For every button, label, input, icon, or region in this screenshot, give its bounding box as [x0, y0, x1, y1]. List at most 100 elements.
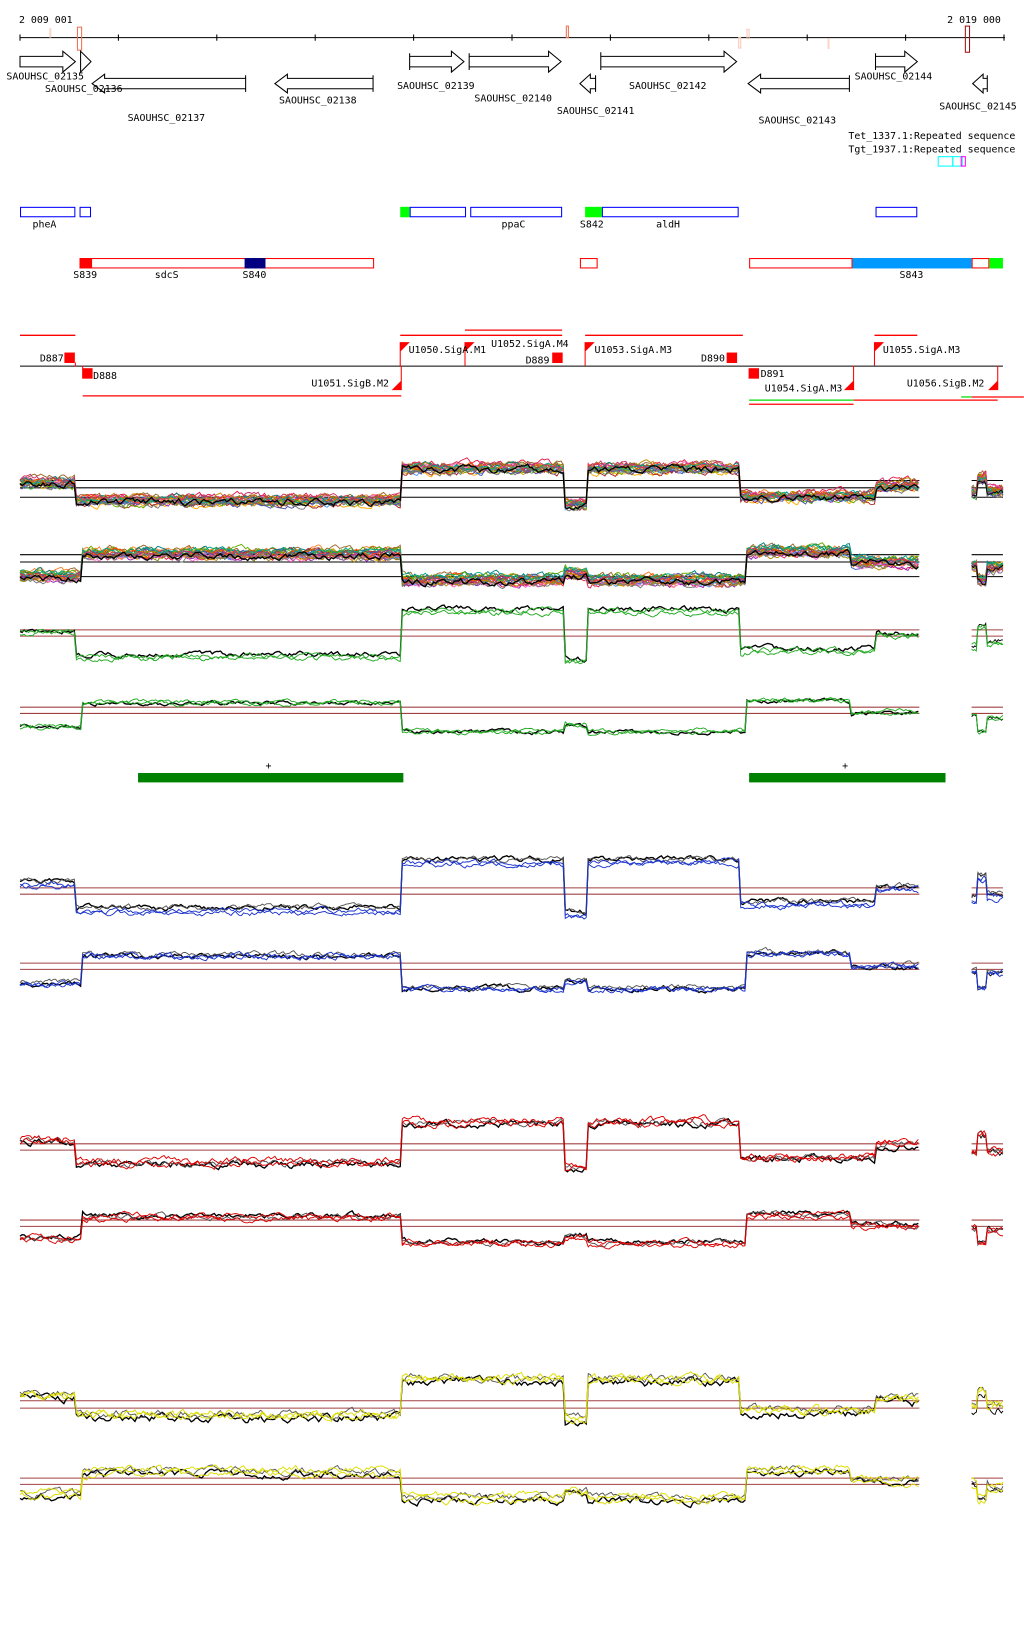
transcript-label: U1054.SigA.M3 [765, 384, 843, 395]
segment-bar[interactable] [138, 772, 404, 783]
promoter-flag[interactable] [464, 342, 475, 366]
feature-label: pheA [33, 220, 57, 231]
signal-line [19, 855, 919, 915]
expression-track[interactable] [19, 1464, 1004, 1509]
gene-label[interactable]: SAOUHSC_02136 [45, 84, 123, 95]
expression-track[interactable] [19, 697, 1004, 736]
gene-arrow-02140[interactable] [468, 50, 562, 74]
signal-line [19, 548, 919, 588]
segment-track: + + [138, 761, 946, 783]
plus-strand-feature-track: pheA ppaC S842 aldH [19, 206, 918, 231]
gene-arrow-02142[interactable] [600, 50, 738, 74]
repeat-label[interactable]: Tet_1337.1:Repeated sequence [848, 131, 1015, 142]
promoter-flag[interactable] [843, 365, 855, 391]
signal-line [19, 697, 919, 736]
feature-label: ppaC [502, 220, 526, 231]
terminator-marker[interactable] [748, 368, 760, 379]
signal-line-side [971, 1131, 1004, 1157]
gene-arrow-02135[interactable] [19, 50, 77, 74]
gene-label[interactable]: SAOUHSC_02144 [855, 71, 933, 82]
signal-line [19, 606, 919, 664]
feature-green-block[interactable] [989, 258, 1003, 269]
ruler-marker [827, 38, 830, 50]
segment-strand-label: + [842, 761, 848, 772]
feature-label: S843 [900, 270, 924, 281]
signal-line-side [971, 624, 1004, 647]
feature-start-red[interactable] [79, 258, 93, 269]
repeat-box[interactable] [960, 156, 966, 167]
ruler-marker [738, 37, 742, 49]
feature-box[interactable] [19, 206, 76, 218]
feature-start-green[interactable] [400, 206, 410, 218]
signal-line [19, 1117, 919, 1171]
gene-labels: SAOUHSC_02135 SAOUHSC_02136 SAOUHSC_0213… [6, 71, 1016, 126]
expression-track[interactable] [19, 1209, 1004, 1250]
expression-track[interactable] [19, 854, 1004, 920]
feature-box[interactable] [749, 258, 853, 269]
gene-label[interactable]: SAOUHSC_02145 [939, 102, 1017, 113]
transcript-label: D887 [40, 353, 64, 364]
signal-line [19, 550, 919, 590]
segment-bar[interactable] [749, 772, 946, 783]
feature-lightblue-block[interactable] [852, 258, 972, 269]
ruler-marker [49, 28, 52, 38]
gene-arrow-02141[interactable] [579, 72, 597, 95]
expression-track[interactable] [19, 604, 1004, 665]
feature-box[interactable] [79, 258, 375, 269]
promoter-flag[interactable] [391, 365, 402, 391]
expression-track[interactable] [19, 1371, 1004, 1427]
gene-label[interactable]: SAOUHSC_02135 [6, 71, 84, 82]
promoter-flag[interactable] [988, 365, 999, 391]
transcript-label: D888 [93, 371, 117, 382]
signal-line-side [971, 1386, 1004, 1410]
gene-label[interactable]: SAOUHSC_02142 [629, 81, 707, 92]
feature-box[interactable] [409, 206, 467, 218]
gene-label[interactable]: SAOUHSC_02137 [128, 113, 206, 124]
gene-label[interactable]: SAOUHSC_02143 [759, 115, 837, 126]
expression-track[interactable] [19, 457, 1004, 512]
repeat-box[interactable] [937, 156, 954, 167]
signal-line [19, 1464, 919, 1502]
feature-box[interactable] [971, 258, 990, 269]
signal-line [19, 1374, 919, 1427]
repeat-label[interactable]: Tgt_1937.1:Repeated sequence [848, 145, 1015, 156]
signal-line [19, 1117, 919, 1173]
feature-box[interactable] [875, 206, 918, 218]
signal-line-side [971, 876, 1004, 905]
promoter-flag[interactable] [873, 342, 885, 366]
gene-arrow-02139[interactable] [409, 50, 465, 74]
feature-start-green[interactable] [585, 206, 602, 218]
feature-box[interactable] [579, 258, 598, 269]
gene-label[interactable]: SAOUHSC_02140 [474, 93, 552, 104]
feature-box[interactable] [79, 206, 92, 218]
transcript-label: U1050.SigA.M1 [409, 345, 487, 356]
signal-line [19, 950, 919, 994]
gene-arrow-02143[interactable] [747, 73, 850, 95]
gene-arrow-02137[interactable] [91, 73, 247, 95]
gene-arrow-02136[interactable] [80, 49, 92, 74]
repeat-box[interactable] [952, 156, 963, 167]
expression-track[interactable] [19, 1114, 1004, 1173]
terminator-marker[interactable] [552, 352, 563, 363]
signal-line-side [971, 1476, 1004, 1497]
promoter-flag[interactable] [584, 342, 595, 366]
feature-navy-block[interactable] [244, 258, 266, 269]
terminator-marker[interactable] [82, 368, 93, 379]
ruler-end-label: 2 019 000 [947, 15, 1001, 26]
gene-arrow-02145[interactable] [971, 72, 988, 95]
signal-line-side [971, 713, 1004, 735]
gene-label[interactable]: SAOUHSC_02138 [279, 95, 357, 106]
expression-track[interactable] [19, 946, 1004, 994]
gene-label[interactable]: SAOUHSC_02141 [557, 106, 635, 117]
gene-arrow-02144[interactable] [874, 50, 919, 74]
expression-track[interactable] [19, 542, 1004, 590]
feature-box[interactable] [601, 206, 739, 218]
gene-label[interactable]: SAOUHSC_02139 [397, 81, 475, 92]
promoter-flag[interactable] [399, 342, 410, 366]
terminator-marker[interactable] [726, 352, 738, 363]
gene-arrow-02138[interactable] [274, 73, 374, 95]
terminator-marker[interactable] [64, 352, 75, 363]
feature-box[interactable] [470, 206, 563, 218]
transcript-label: U1051.SigB.M2 [311, 378, 389, 389]
